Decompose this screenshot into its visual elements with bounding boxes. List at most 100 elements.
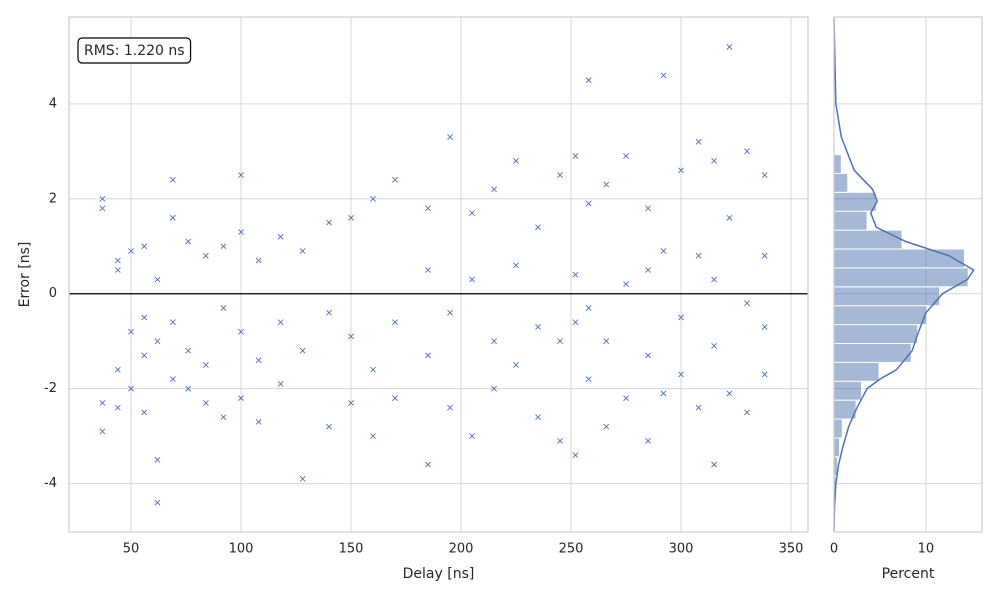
y-tick-label: -4 [44,476,57,491]
point [185,238,192,245]
point [392,395,398,402]
point [370,195,376,202]
hist-bar [833,267,969,288]
point [513,362,519,368]
point [535,224,541,231]
x-tick-label: 300 [669,542,694,557]
point [154,499,161,506]
hist-bar [833,437,841,458]
point [202,362,209,368]
point [711,276,717,283]
point [202,399,209,406]
point [469,210,475,216]
point [660,72,667,79]
y-tick-label: 0 [49,286,57,301]
point [557,338,563,345]
point [185,347,192,354]
point [255,357,262,364]
y-axis-label: Error [ns] [17,242,33,308]
hist-bar [833,248,966,269]
point [603,181,610,188]
point [711,461,717,468]
point [425,205,431,212]
point [726,390,733,397]
point [220,305,227,311]
point [761,172,768,178]
point [238,229,244,235]
point [99,399,106,406]
point [603,338,610,345]
point [299,248,306,254]
point [744,148,750,155]
point [660,248,667,254]
point [744,409,750,416]
x-tick-label: 0 [830,542,838,557]
x-tick-label: 200 [449,542,474,557]
point [425,267,431,273]
point [572,153,579,159]
point [277,233,284,240]
point [238,328,244,335]
point [744,300,750,307]
point [491,385,497,392]
point [141,352,148,359]
hist-bar [833,342,912,363]
point [557,437,563,444]
hist-bar [833,191,877,212]
point [645,437,651,444]
point [761,371,768,378]
hist-bar [833,305,928,326]
point [255,257,262,264]
hist-bar [833,154,842,174]
point [557,172,563,178]
point [114,267,121,273]
point [695,252,702,259]
hist-bar [833,286,941,307]
hist-bar [833,210,868,231]
point [623,281,629,288]
point [141,409,148,416]
point [169,176,176,183]
point [585,376,592,383]
point [348,214,354,221]
point [678,314,684,321]
x-axis-label: Delay [ns] [403,566,475,582]
point [572,319,579,326]
point [141,243,148,250]
point [660,390,667,397]
point [348,399,354,406]
y-tick-label: 4 [49,96,57,111]
point [255,418,262,425]
point [220,243,227,250]
point [326,219,332,226]
frame [833,16,983,533]
point [447,134,453,141]
point [623,153,629,159]
x-tick-label: 350 [779,542,804,557]
x-tick-label: 10 [918,542,935,557]
point [326,309,332,316]
point [761,324,768,330]
kde-line [833,18,975,532]
point [99,205,106,212]
point [603,423,610,430]
point [711,343,717,349]
frame [68,16,809,533]
point [425,461,431,468]
point [726,43,733,50]
annotation: RMS: 1.220 ns [84,43,185,59]
point [695,138,702,145]
point [585,305,592,311]
hist-bar [833,324,919,344]
point [169,319,176,326]
point [491,186,497,193]
points [99,43,768,506]
point [299,475,306,482]
point [695,404,702,411]
point [447,309,453,316]
hist-bar [833,172,849,193]
point [185,385,192,392]
point [238,395,244,402]
point [114,366,121,373]
point [128,248,134,254]
